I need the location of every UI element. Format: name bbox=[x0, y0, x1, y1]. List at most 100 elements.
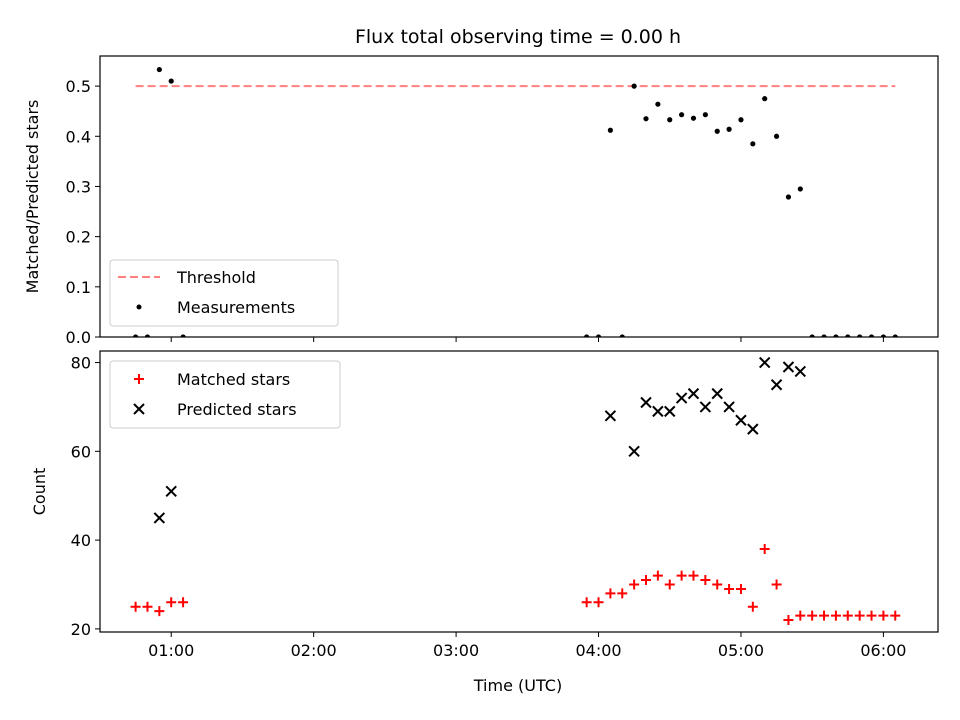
predicted-stars-point bbox=[723, 401, 735, 413]
matched-stars-point bbox=[593, 597, 604, 608]
predicted-stars-point bbox=[770, 379, 783, 391]
measurements-point bbox=[797, 186, 803, 192]
matched-stars-point bbox=[641, 575, 652, 586]
matched-stars-point bbox=[178, 597, 189, 608]
predicted-stars-point bbox=[687, 387, 700, 400]
y-tick-label: 0.2 bbox=[66, 228, 91, 247]
matched-stars-point bbox=[878, 610, 889, 621]
predicted-stars-point bbox=[675, 392, 688, 404]
predicted-stars-point bbox=[758, 356, 771, 369]
legend-threshold-label: Threshold bbox=[176, 268, 256, 287]
measurements-point bbox=[821, 334, 827, 337]
matched-stars-point bbox=[771, 579, 782, 590]
y-tick-label: 20 bbox=[71, 620, 91, 639]
measurements-point bbox=[714, 128, 720, 134]
measurements-point bbox=[595, 334, 602, 337]
measurements-point bbox=[156, 66, 162, 73]
x-tick-label: 02:00 bbox=[291, 641, 337, 660]
predicted-stars-point bbox=[747, 423, 759, 435]
measurements-point bbox=[892, 334, 898, 337]
measurements-point bbox=[773, 133, 780, 139]
matched-stars-point bbox=[142, 601, 153, 612]
matched-stars-point bbox=[830, 610, 841, 621]
y-tick-label: 0.5 bbox=[66, 77, 91, 96]
legend-matched-swatch bbox=[134, 374, 144, 384]
measurements-point bbox=[667, 117, 673, 123]
measurements-point bbox=[880, 334, 886, 337]
matched-stars-point bbox=[842, 610, 853, 621]
measurements-point bbox=[750, 141, 756, 147]
predicted-stars-point bbox=[628, 445, 640, 458]
matched-stars-point bbox=[724, 583, 735, 594]
predicted-stars-point bbox=[640, 396, 652, 409]
ratio-panel: Flux total observing time = 0.00 h 0.00.… bbox=[23, 26, 939, 347]
matched-stars-point bbox=[581, 597, 592, 608]
x-tick-label: 01:00 bbox=[148, 641, 194, 660]
measurements-point bbox=[762, 96, 768, 102]
measurements-point bbox=[168, 78, 174, 84]
matched-stars-point bbox=[854, 610, 865, 621]
x-axis-label: Time (UTC) bbox=[473, 676, 562, 695]
legend-predicted-swatch bbox=[133, 403, 145, 415]
legend-predicted-label: Predicted stars bbox=[177, 400, 297, 419]
matched-stars-point bbox=[759, 543, 770, 554]
matched-stars-point bbox=[866, 610, 877, 621]
matched-stars-point bbox=[652, 570, 663, 581]
ratio-axes-frame bbox=[99, 55, 939, 338]
ratio-y-axis-label: Matched/Predicted stars bbox=[23, 100, 42, 294]
x-tick-label: 06:00 bbox=[860, 641, 906, 660]
matched-stars-point bbox=[795, 610, 806, 621]
legend-matched-label: Matched stars bbox=[177, 370, 290, 389]
predicted-stars-point bbox=[794, 365, 807, 378]
matched-stars-point bbox=[688, 570, 699, 581]
y-tick-label: 40 bbox=[71, 531, 91, 550]
matched-stars-point bbox=[700, 575, 711, 586]
y-tick-label: 80 bbox=[71, 354, 91, 373]
matched-stars-point bbox=[783, 615, 794, 626]
measurements-point bbox=[643, 116, 649, 122]
measurements-point bbox=[607, 127, 613, 133]
matched-stars-point bbox=[605, 588, 616, 599]
ratio-legend: Threshold Measurements bbox=[109, 259, 339, 327]
ratio-ticks: 0.0 0.1 0.2 0.3 0.4 0.5 bbox=[66, 77, 884, 347]
measurements-point bbox=[702, 112, 708, 118]
predicted-stars-point bbox=[664, 405, 676, 418]
ratio-legend-box bbox=[109, 259, 339, 327]
predicted-stars-point bbox=[652, 405, 664, 418]
measurements-point bbox=[133, 334, 139, 337]
measurements-point bbox=[785, 194, 792, 200]
measurements-point bbox=[584, 334, 590, 337]
predicted-stars-point bbox=[604, 410, 617, 422]
matched-stars-point bbox=[617, 588, 628, 599]
y-tick-label: 60 bbox=[71, 442, 91, 461]
matched-stars-point bbox=[130, 601, 141, 612]
x-tick-label: 04:00 bbox=[575, 641, 621, 660]
count-panel: 01:00 02:00 03:00 04:00 05:00 06:00 20 40 60 80 C… bbox=[30, 350, 939, 695]
measurements-point bbox=[180, 334, 186, 337]
matched-stars-point bbox=[629, 579, 640, 590]
y-tick-label: 0.1 bbox=[66, 278, 91, 297]
series-group bbox=[133, 66, 898, 337]
matched-stars-point bbox=[676, 570, 687, 581]
legend-measurements-swatch bbox=[136, 304, 142, 310]
x-tick-label: 05:00 bbox=[718, 641, 764, 660]
matched-stars-point bbox=[747, 601, 758, 612]
count-y-axis-label: Count bbox=[30, 468, 49, 516]
measurements-point bbox=[679, 112, 685, 118]
y-tick-label: 0.3 bbox=[66, 177, 91, 196]
predicted-stars-point bbox=[735, 414, 747, 426]
measurements-point bbox=[857, 334, 863, 337]
predicted-stars-point bbox=[699, 401, 712, 413]
ratio-marks bbox=[133, 66, 898, 337]
matched-stars-point bbox=[735, 583, 746, 594]
count-ticks: 01:00 02:00 03:00 04:00 05:00 06:00 20 40 60 80 bbox=[71, 354, 907, 660]
matched-stars-point bbox=[664, 579, 675, 590]
y-tick-label: 0.0 bbox=[66, 328, 91, 347]
matched-stars-point bbox=[807, 610, 818, 621]
measurements-point bbox=[868, 334, 875, 337]
series-group bbox=[130, 356, 901, 626]
measurements-point bbox=[631, 83, 637, 89]
y-tick-label: 0.4 bbox=[66, 127, 91, 146]
measurements-point bbox=[809, 334, 815, 337]
